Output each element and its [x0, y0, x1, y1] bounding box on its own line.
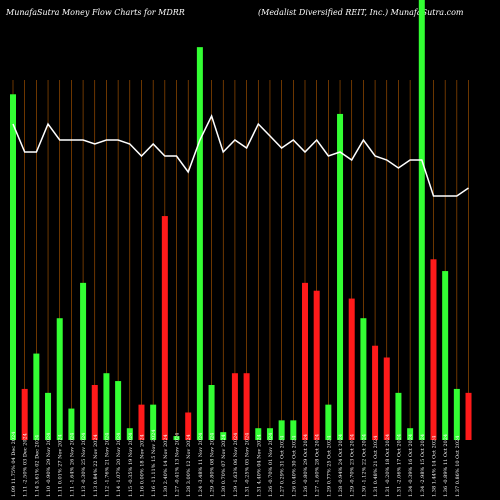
price-line	[12, 113, 469, 197]
money-flow-bar	[418, 0, 425, 440]
x-tick-label: 1.36 -0.89% 11 Oct 2024	[443, 434, 449, 497]
x-tick-label: 1.30 0.70% 07 Nov 2024	[221, 434, 227, 497]
money-flow-bar	[372, 345, 379, 440]
money-flow-bar	[196, 47, 203, 441]
money-flow-bar	[173, 436, 180, 440]
money-flow-bar	[126, 428, 133, 440]
money-flow-bar	[348, 298, 355, 440]
x-tick-label: 1.29 -0.80% 08 Nov 2024	[210, 433, 216, 497]
money-flow-bar	[337, 113, 344, 440]
x-tick-label: 1.31 -2.06% 17 Oct 2024	[396, 434, 402, 497]
x-tick-label: 1.12 -1.76% 21 Nov 2024	[104, 433, 110, 497]
money-flow-bar	[302, 282, 308, 440]
x-tick-label: 1.31 4.40% 04 Nov 2024	[256, 434, 262, 497]
x-tick-label: 1.31 0.48% 21 Oct 2024	[373, 436, 379, 497]
money-flow-bar	[68, 408, 75, 440]
money-flow-bar	[325, 404, 332, 440]
x-tick-label: 1.30 -1.12% 22 Oct 2024	[361, 434, 367, 497]
money-flow-bar	[383, 357, 390, 440]
x-tick-label: 1.26 -0.80% 29 Oct 2024	[303, 434, 309, 497]
money-flow-bar	[266, 428, 273, 440]
money-flow-bar	[80, 282, 87, 440]
money-flow-bar	[231, 373, 238, 440]
x-tick-label: 1.14 3.61% 02 Dec 2024	[34, 435, 40, 497]
x-tick-label: 1.29 -0.70% 23 Oct 2024	[350, 434, 356, 497]
x-tick-label: 1.34 -2.98% 15 Oct 2024	[420, 434, 426, 497]
money-flow-bar	[208, 385, 215, 440]
money-flow-bar	[278, 420, 285, 440]
x-tick-label: 1.27 -0.41% 13 Nov 2024	[175, 433, 181, 497]
money-flow-bar	[360, 318, 367, 440]
x-tick-label: 1.27 -1.60% 28 Oct 2024	[315, 434, 321, 497]
x-tick-label: 1.16 0.00% 18 Nov 2024	[139, 434, 145, 497]
x-tick-label: 1.28 -0.94% 24 Oct 2024	[338, 434, 344, 497]
chart-subtitle: (Medalist Diversified REIT, Inc.) Munafa…	[258, 8, 464, 17]
x-tick-label: 1.26 -0.70% 01 Nov 2024	[268, 433, 274, 497]
x-tick-label: 1.11 -2.50% 03 Dec 2024	[23, 433, 29, 497]
x-tick-label: 1.31 -0.25% 05 Nov 2024	[245, 433, 251, 497]
x-tick-label: 1.14 -1.07% 20 Nov 2024	[116, 433, 122, 497]
x-tick-label: 1.27 0.29% 31 Oct 2024	[280, 436, 286, 497]
x-tick-label: 1.11 0.01% 27 Nov 2024	[58, 434, 64, 497]
money-flow-bar	[453, 388, 460, 440]
x-tick-label: 1.15 -0.35% 19 Nov 2024	[128, 433, 134, 497]
x-tick-label: 1.09 11.75% 04 Dec 2024	[11, 432, 17, 497]
money-flow-bar	[10, 94, 16, 441]
x-tick-label: 1.13 -0.30% 25 Nov 2024	[81, 433, 87, 497]
money-flow-bar	[33, 353, 40, 440]
money-flow-bar	[21, 388, 28, 440]
label-layer: 1.09 11.75% 04 Dec 2024 1.11 -2.50% 03 De…	[11, 429, 461, 497]
money-flow-bar	[45, 392, 52, 440]
x-tick-label: 1.11 -1.64% 26 Nov 2024	[69, 433, 75, 497]
money-flow-bar	[313, 290, 320, 440]
money-flow-bar	[56, 318, 63, 440]
line-layer	[12, 113, 469, 197]
x-tick-label: 1.26 0.40% 30 Oct 2024	[291, 436, 297, 497]
money-flow-bar	[430, 259, 437, 440]
money-flow-bar	[465, 392, 472, 440]
x-tick-label: 1.38 1.44% 14 Oct 2024	[431, 436, 437, 497]
money-flow-bar	[407, 428, 414, 440]
x-tick-label: 1.30 2.40% 14 Nov 2024	[163, 434, 169, 497]
grid-layer	[12, 80, 469, 440]
money-flow-bar	[91, 385, 98, 440]
money-flow-bar	[243, 373, 250, 440]
x-tick-label: 1.31 -0.20% 18 Oct 2024	[385, 434, 391, 497]
money-flow-bar	[161, 216, 168, 440]
money-flow-bar	[255, 428, 262, 440]
money-flow-bar	[220, 432, 227, 440]
x-tick-label: 1.24 -3.48% 11 Nov 2024	[198, 433, 204, 497]
chart-title: MunafaSutra Money Flow Charts for MDRR	[6, 8, 185, 17]
bar-layer	[10, 0, 472, 441]
money-flow-bar	[150, 404, 157, 440]
x-tick-label: 1.37 0.86% 10 Oct 2024	[455, 436, 461, 497]
x-tick-label: 1.34 -0.39% 16 Oct 2024	[408, 434, 414, 497]
x-tick-label: 1.10 -0.90% 29 Nov 2024	[46, 433, 52, 497]
money-flow-bar	[138, 404, 145, 440]
money-flow-bar	[290, 420, 297, 440]
x-tick-label: 1.29 -1.63% 06 Nov 2024	[233, 433, 239, 497]
money-flow-bar	[442, 271, 449, 440]
money-flow-bar	[103, 373, 110, 440]
money-flow-bar	[395, 392, 402, 440]
x-tick-label: 1.28 3.00% 12 Nov 2024	[186, 434, 192, 497]
x-tick-label: 1.16 -11.11% 15 Nov 2024	[151, 429, 157, 497]
x-tick-label: 1.13 0.84% 22 Nov 2024	[93, 434, 99, 497]
money-flow-bar	[185, 412, 192, 440]
x-tick-label: 1.29 0.77% 25 Oct 2024	[326, 436, 332, 497]
money-flow-bar	[115, 381, 122, 440]
